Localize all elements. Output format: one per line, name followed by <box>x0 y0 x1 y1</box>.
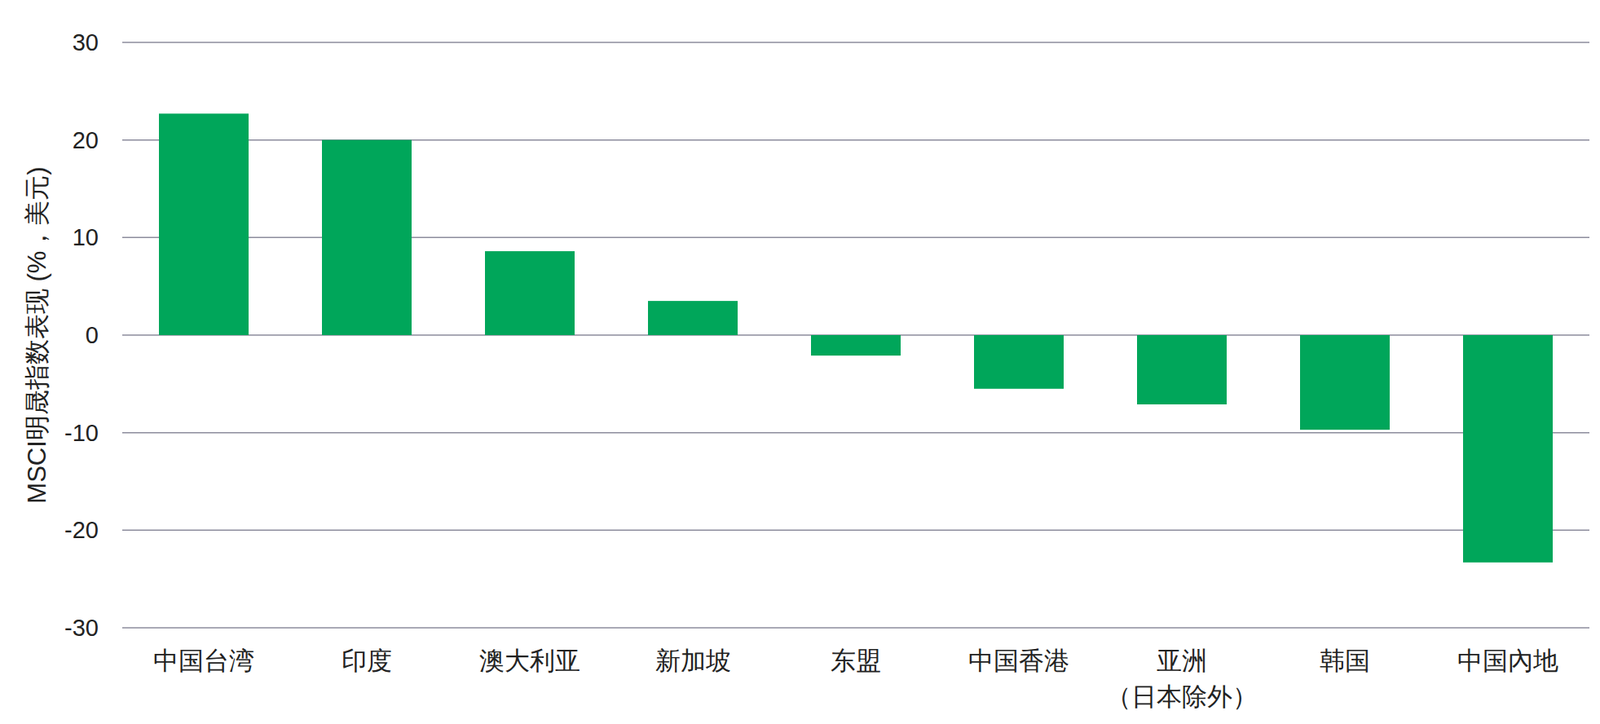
grid-line <box>122 529 1590 532</box>
bar <box>647 300 738 335</box>
bar <box>1300 334 1390 430</box>
bar <box>484 251 575 335</box>
x-tick-label: 新加坡 <box>655 646 732 675</box>
y-tick-label: 20 <box>72 127 99 154</box>
x-tick-label: 中国香港 <box>968 646 1070 675</box>
bars <box>158 113 1553 562</box>
chart-root: -30 -20 -10 0 10 20 30 中国台湾 印度 澳大利亚 新加坡 东盟 中国香港 亚洲（日本… <box>0 0 1600 724</box>
grid-line <box>122 626 1590 629</box>
bar <box>974 334 1064 389</box>
x-tick-label: 澳大利亚 <box>479 646 581 675</box>
grid <box>122 42 1590 628</box>
x-tick-label: 中国台湾 <box>153 646 255 675</box>
bar <box>1137 334 1227 405</box>
grid-line <box>122 431 1590 434</box>
grid-line <box>122 41 1590 44</box>
x-tick-label: 韩国 <box>1319 646 1371 675</box>
y-tick-label: -20 <box>64 516 99 543</box>
y-tick-label: -30 <box>64 614 99 641</box>
y-tick-label: 0 <box>85 321 99 349</box>
bar <box>158 113 249 335</box>
y-tick-label: 30 <box>72 29 99 56</box>
bar <box>321 140 412 335</box>
x-tick-label: 中国內地 <box>1457 646 1559 675</box>
y-axis-label: MSCI明晟指数表现 (%，美元) <box>22 166 52 503</box>
bar <box>811 334 901 356</box>
y-tick-label: -10 <box>64 419 99 446</box>
bar <box>1463 334 1553 563</box>
x-tick-label: 东盟 <box>830 646 882 675</box>
x-tick-label: 亚洲（日本除外） <box>1106 646 1258 711</box>
x-tick-label: 印度 <box>341 646 393 675</box>
y-tick-label: 10 <box>72 224 99 251</box>
chart-svg: -30 -20 -10 0 10 20 30 中国台湾 印度 澳大利亚 新加坡 东盟 中国香港 亚洲（日本… <box>0 0 1600 724</box>
